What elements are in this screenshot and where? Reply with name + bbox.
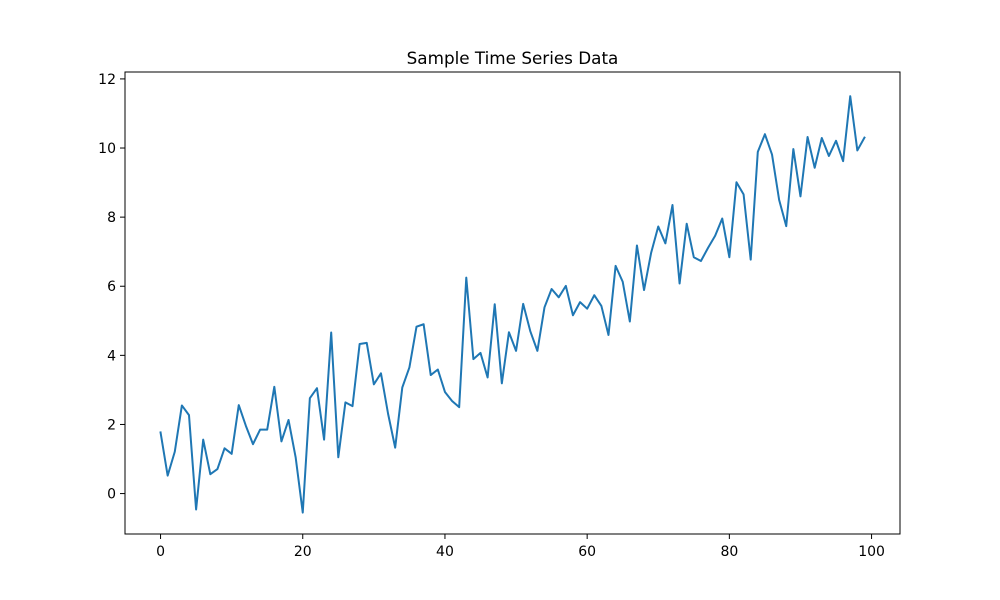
series-line-0 [159,95,866,514]
y-tick-label: 12 [98,72,116,88]
x-tick-label: 40 [436,544,454,560]
axes-frame [124,71,901,535]
y-tick-label: 4 [107,348,116,364]
y-tick-label: 10 [98,141,116,157]
y-tick-label: 6 [107,279,116,295]
y-tick-label: 8 [107,210,116,226]
y-tick-label: 2 [107,417,116,433]
x-tick-label: 20 [294,544,312,560]
x-tick-label: 60 [578,544,596,560]
x-axis: 0 20 40 60 80 100 [156,534,885,560]
y-tick-label: 0 [107,487,116,503]
chart-title: Sample Time Series Data [407,48,619,68]
x-tick-label: 0 [156,544,165,560]
x-tick-label: 80 [720,544,738,560]
y-axis: 0 2 4 6 8 10 12 [98,72,125,503]
x-tick-label: 100 [858,544,885,560]
plot-area [159,95,866,514]
